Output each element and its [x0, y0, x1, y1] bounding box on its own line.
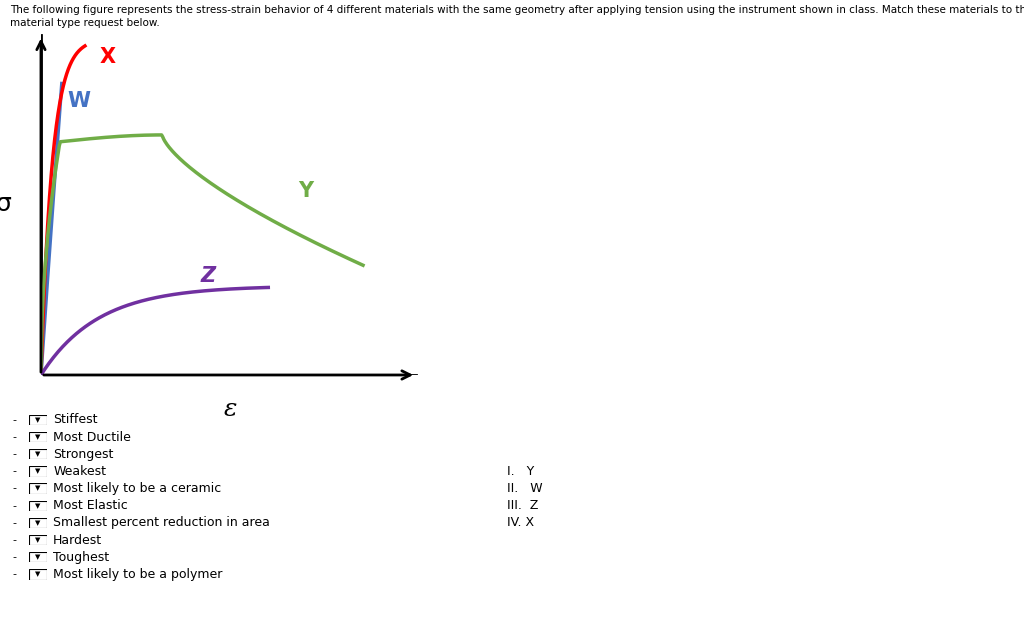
Text: Hardest: Hardest — [53, 533, 102, 547]
Text: W: W — [68, 92, 90, 112]
Text: ▼: ▼ — [35, 572, 41, 578]
Text: ▼: ▼ — [35, 417, 41, 423]
Text: -: - — [12, 432, 16, 442]
Text: Weakest: Weakest — [53, 465, 106, 478]
Text: Smallest percent reduction in area: Smallest percent reduction in area — [53, 517, 270, 529]
Text: ▼: ▼ — [35, 434, 41, 440]
Text: IV. X: IV. X — [507, 517, 534, 529]
Text: -: - — [12, 553, 16, 562]
Text: III.  Z: III. Z — [507, 499, 539, 512]
Text: -: - — [12, 569, 16, 579]
Text: -: - — [12, 501, 16, 511]
Text: ▼: ▼ — [35, 520, 41, 526]
Text: II.   W: II. W — [507, 482, 543, 495]
Text: Y: Y — [299, 181, 313, 201]
Text: ▼: ▼ — [35, 554, 41, 560]
Text: Toughest: Toughest — [53, 551, 110, 564]
Text: The following figure represents the stress-strain behavior of 4 different materi: The following figure represents the stre… — [10, 5, 1024, 15]
Text: ▼: ▼ — [35, 503, 41, 509]
Text: material type request below.: material type request below. — [10, 18, 160, 28]
Text: X: X — [99, 47, 116, 67]
Text: -: - — [12, 467, 16, 476]
Text: Most likely to be a polymer: Most likely to be a polymer — [53, 568, 222, 581]
Text: I.   Y: I. Y — [507, 465, 535, 478]
Text: Most Elastic: Most Elastic — [53, 499, 128, 512]
Text: Most likely to be a ceramic: Most likely to be a ceramic — [53, 482, 221, 495]
Text: -: - — [12, 449, 16, 459]
Text: Stiffest: Stiffest — [53, 413, 97, 426]
Text: ▼: ▼ — [35, 451, 41, 457]
Text: Strongest: Strongest — [53, 447, 114, 461]
Text: σ: σ — [0, 192, 11, 215]
Text: ε: ε — [223, 398, 238, 420]
Text: -: - — [12, 518, 16, 528]
Text: ▼: ▼ — [35, 469, 41, 474]
Text: -: - — [12, 535, 16, 545]
Text: ▼: ▼ — [35, 537, 41, 543]
Text: Most Ductile: Most Ductile — [53, 431, 131, 444]
Text: -: - — [12, 415, 16, 425]
Text: -: - — [12, 483, 16, 494]
Text: ▼: ▼ — [35, 486, 41, 492]
Text: Z: Z — [200, 267, 215, 287]
